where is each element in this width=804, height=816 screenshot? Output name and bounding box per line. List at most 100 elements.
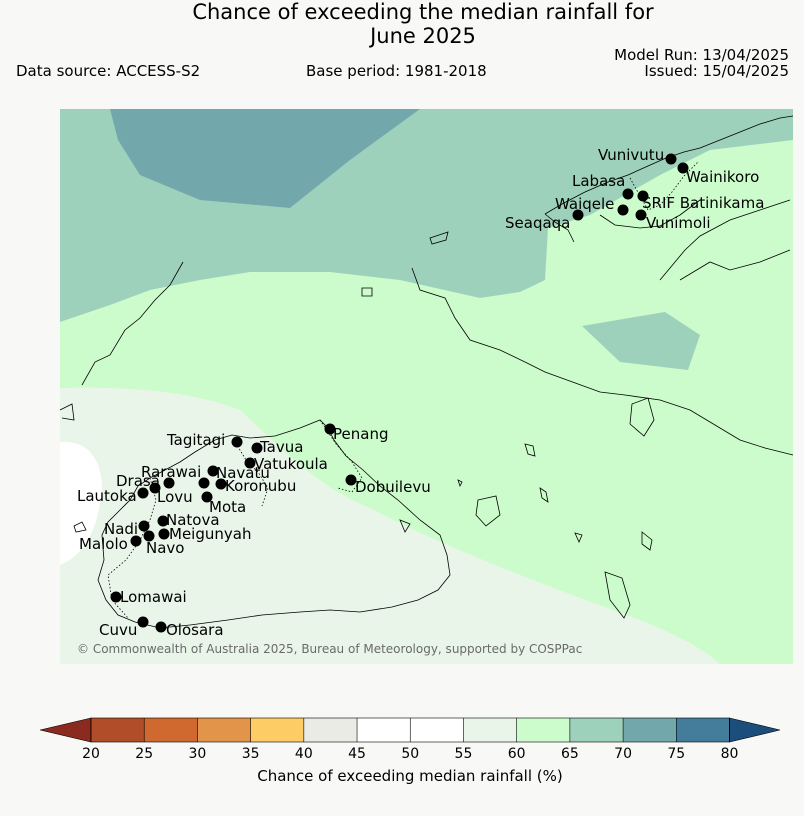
place-label: Tavua — [259, 438, 303, 456]
place-label: Rarawai — [141, 463, 201, 481]
colorbar-tick-label: 30 — [189, 746, 207, 762]
place-label: Tagitagi — [166, 431, 225, 449]
colorbar-segment — [676, 718, 730, 742]
place-marker — [163, 477, 175, 489]
place-label: Lomawai — [120, 588, 187, 606]
place-marker — [251, 442, 263, 454]
place-marker — [677, 162, 689, 174]
data-source: Data source: ACCESS-S2 — [16, 62, 201, 80]
colorbar-label: Chance of exceeding median rainfall (%) — [257, 767, 562, 785]
colorbar-tick-label: 70 — [614, 746, 632, 762]
zone-70-75 — [110, 109, 420, 208]
colorbar-tick-label: 35 — [242, 746, 260, 762]
place-marker — [665, 153, 677, 165]
place-label: Labasa — [572, 172, 625, 190]
boundary-east — [319, 419, 363, 493]
title-line-1: Chance of exceeding the median rainfall … — [192, 0, 654, 24]
colorbar-segment — [357, 718, 411, 742]
colorbar-tick-label: 60 — [508, 746, 526, 762]
place-marker — [572, 209, 584, 221]
place-marker — [149, 482, 161, 494]
boundary-north — [629, 161, 699, 211]
district-boundaries — [107, 161, 699, 619]
title-line-2: June 2025 — [370, 24, 476, 48]
place-label: Vatukoula — [254, 455, 328, 473]
place-label: Wainikoro — [686, 168, 759, 186]
place-marker — [231, 436, 243, 448]
coastlines — [59, 115, 794, 629]
colorbar-tick-label: 75 — [667, 746, 685, 762]
coast-south — [411, 267, 794, 456]
colorbar-segment — [303, 718, 358, 742]
place-marker — [617, 204, 629, 216]
boundary-west — [107, 477, 157, 619]
colorbar-segment — [144, 718, 198, 742]
coast-viti-levu — [97, 419, 451, 629]
island-11 — [457, 479, 463, 488]
colorbar-segment — [623, 718, 677, 742]
coast-vanua-levu — [544, 115, 794, 243]
zone-white-patch — [60, 441, 102, 565]
colorbar-over-arrow — [729, 717, 781, 743]
place-label: Olosara — [166, 621, 224, 639]
zone-65-70-patch — [582, 312, 700, 370]
place-label: Natova — [166, 511, 220, 529]
island-1 — [361, 287, 373, 297]
island-8 — [524, 443, 536, 457]
colorbar-tick-label: 25 — [135, 746, 153, 762]
place-label: Malolo — [79, 535, 128, 553]
colorbar-segment — [250, 718, 305, 742]
colorbar-tick-label: 40 — [295, 746, 313, 762]
place-marker — [635, 209, 647, 221]
place-label: Waiqele — [555, 195, 614, 213]
place-marker — [155, 621, 167, 633]
place-marker — [138, 520, 150, 532]
place-marker — [158, 528, 170, 540]
colorbar: 20 25 30 35 40 45 50 55 60 65 70 75 80 — [39, 717, 781, 762]
island-10 — [574, 532, 583, 543]
place-label: Dobuilevu — [355, 478, 431, 496]
place-label: Cuvu — [99, 621, 137, 639]
colorbar-tick-label: 55 — [455, 746, 473, 762]
island-7 — [539, 487, 549, 503]
island-5 — [604, 571, 631, 619]
issued-date: Issued: 15/04/2025 — [644, 62, 789, 80]
colorbar-segment — [91, 718, 145, 742]
island-3 — [629, 397, 655, 437]
colorbar-segment — [516, 718, 571, 742]
colorbar-segment — [463, 718, 517, 742]
place-label: Koronubu — [225, 477, 296, 495]
place-marker — [207, 465, 219, 477]
place-label: Penang — [333, 425, 388, 443]
island-6 — [641, 531, 653, 551]
place-label: Vunivutu — [598, 146, 664, 164]
place-label: Vunimoli — [646, 214, 711, 232]
place-marker — [622, 188, 634, 200]
place-marker — [345, 474, 357, 486]
colorbar-segment — [197, 718, 251, 742]
island-4 — [475, 495, 501, 527]
place-marker — [143, 530, 155, 542]
place-label: Seaqaqa — [505, 214, 570, 232]
place-marker — [201, 491, 213, 503]
colorbar-tick-label: 20 — [82, 746, 100, 762]
place-marker — [157, 515, 169, 527]
colorbar-tick-label: 65 — [561, 746, 579, 762]
place-label: SRIF Batinikama — [642, 194, 764, 212]
place-marker — [130, 535, 142, 547]
island-9 — [399, 519, 411, 533]
place-marker — [637, 190, 649, 202]
place-label: Lautoka — [77, 487, 137, 505]
place-marker — [137, 487, 149, 499]
coast-mamanuca — [73, 521, 87, 533]
place-label: Mota — [209, 498, 246, 516]
island-2 — [429, 231, 449, 245]
place-label: Nadi — [104, 520, 138, 538]
colorbar-under-arrow — [39, 717, 92, 743]
coast-yasawa — [59, 403, 75, 421]
coast-north-chain — [81, 261, 184, 386]
coast-east-peninsula — [659, 199, 791, 281]
place-label: Navatu — [216, 464, 270, 482]
place-marker — [110, 591, 122, 603]
